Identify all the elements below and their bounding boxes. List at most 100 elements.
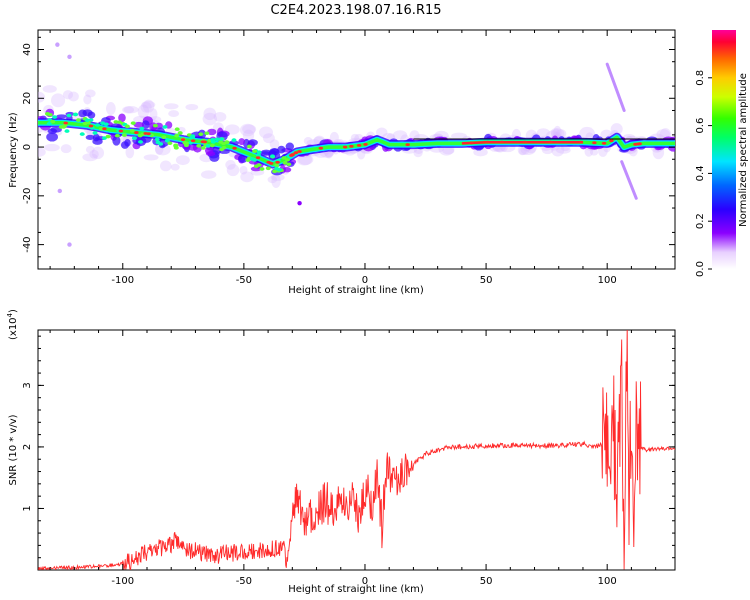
spectral-speckle <box>177 131 183 135</box>
spectral-streak <box>605 62 626 112</box>
spectral-speckle <box>82 121 88 126</box>
x-tick-label: -50 <box>236 576 252 587</box>
colorbar: 0.0 0.2 0.4 0.6 0.8 Normalized spectral ampl… <box>695 30 749 277</box>
spectral-speckle <box>209 143 215 148</box>
spectral-envelope-blob <box>118 113 126 123</box>
spectral-speckle <box>73 112 79 117</box>
spectral-halo-blob <box>159 160 172 172</box>
spectral-halo-blob <box>38 91 46 103</box>
spectral-halo-blob <box>62 90 74 100</box>
spectral-speckle <box>205 144 211 148</box>
spectral-halo-blob <box>202 112 218 126</box>
spectral-halo-blob <box>91 146 105 160</box>
spectral-envelope-blob <box>50 126 62 133</box>
spectral-speckle <box>198 132 204 136</box>
spectral-speckle <box>210 140 216 144</box>
spectral-peak <box>405 143 410 147</box>
spectral-speckle <box>173 144 179 148</box>
colorbar-tick-label: 0.0 <box>695 261 706 277</box>
spectral-envelope-blob <box>85 134 95 140</box>
spectral-speckle <box>249 157 255 161</box>
spectral-speckle <box>84 118 90 122</box>
spectral-peak <box>482 140 488 144</box>
spectral-envelope-blob <box>141 120 150 129</box>
spectral-speckle <box>137 133 143 138</box>
spectral-speckle <box>161 135 167 140</box>
spectral-peak <box>63 121 68 125</box>
spectral-halo-blob <box>226 163 240 177</box>
spectral-speckle <box>162 125 168 129</box>
spectral-halo-blob <box>550 128 560 137</box>
spectral-halo-blob <box>68 91 79 102</box>
spectral-peak <box>180 138 186 142</box>
spectral-halo-blob <box>140 101 152 113</box>
spectral-halo-blob <box>242 129 255 142</box>
x-tick-label: -50 <box>236 275 252 286</box>
spectral-peak <box>202 140 207 144</box>
figure-title: C2E4.2023.198.07.16.R15 <box>270 3 441 18</box>
spectral-halo-blob <box>239 165 248 175</box>
spectral-halo-blob <box>442 147 455 155</box>
spectral-speckle <box>245 158 251 162</box>
spectral-speckle <box>131 136 137 140</box>
spectral-speckle <box>231 138 237 142</box>
spectral-outlier <box>57 188 62 194</box>
spectral-ridge-core <box>461 140 583 145</box>
spectral-halo-blob <box>51 93 66 108</box>
spectral-halo-blob <box>203 107 217 121</box>
spectral-halo-blob <box>376 127 388 138</box>
spectral-halo-blob <box>137 104 150 119</box>
spectral-peak <box>578 140 584 144</box>
spectral-speckle <box>284 158 290 162</box>
spectral-speckle <box>124 124 130 129</box>
colorbar-tick-label: 0.8 <box>695 70 706 86</box>
spectral-halo-blob <box>85 89 96 98</box>
spectral-speckle <box>114 133 120 138</box>
spectral-speckle <box>116 120 122 124</box>
spectral-halo-blob <box>350 133 360 142</box>
spectral-outlier <box>297 200 302 206</box>
spectral-envelope-blob <box>238 138 245 146</box>
spectral-outlier <box>67 54 72 60</box>
spectral-peak <box>522 140 528 144</box>
spectral-speckle <box>174 133 180 138</box>
snr-frame <box>37 329 676 571</box>
colorbar-ticks: 0.0 0.2 0.4 0.6 0.8 <box>695 70 712 277</box>
spectral-halo-blob <box>579 126 595 141</box>
spectral-speckle <box>282 161 288 165</box>
spectrogram-x-axis: -100 -50 0 50 100 <box>49 30 657 286</box>
spectral-speckle <box>152 123 158 128</box>
spectral-speckle <box>281 156 287 160</box>
y-tick-label: 20 <box>22 92 33 105</box>
spectral-peak <box>637 142 642 146</box>
y-tick-label: -40 <box>22 236 33 252</box>
spectral-peak <box>469 141 474 145</box>
spectral-envelope-blob <box>270 148 280 156</box>
spectral-speckle <box>75 118 81 122</box>
spectral-speckle <box>246 144 252 149</box>
spectral-peak <box>363 143 368 146</box>
spectrogram-marks <box>38 42 675 247</box>
spectral-envelope-blob <box>247 139 258 146</box>
spectral-peak <box>356 143 362 147</box>
spectral-halo-blob <box>143 154 159 161</box>
spectral-speckle <box>66 113 72 118</box>
spectral-envelope-blob <box>285 142 295 151</box>
spectral-speckle <box>79 132 85 136</box>
x-tick-label: -100 <box>111 275 134 286</box>
spectrogram-x-label: Height of straight line (km) <box>288 285 424 296</box>
spectral-speckle <box>200 146 206 150</box>
spectral-halo-blob <box>141 100 156 109</box>
spectrogram-panel: -100 -50 0 50 100 -40 -20 0 20 40 Height of stra… <box>8 29 676 296</box>
spectral-peak <box>146 132 151 136</box>
y-tick-label: -20 <box>22 188 33 204</box>
spectral-halo-blob <box>239 123 256 137</box>
spectral-halo-blob <box>170 163 180 171</box>
spectral-halo-blob <box>43 143 60 152</box>
spectral-speckle <box>265 166 271 171</box>
spectral-envelope-blob <box>204 146 214 155</box>
spectral-speckle <box>196 144 202 148</box>
spectral-halo-blob <box>271 174 281 189</box>
spectral-envelope-blob <box>207 128 217 136</box>
